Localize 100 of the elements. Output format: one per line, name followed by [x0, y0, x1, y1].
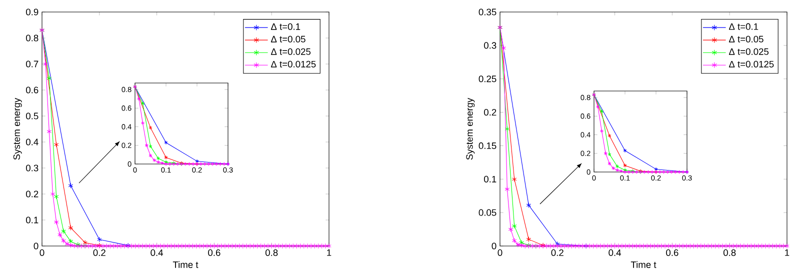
y-tick-label: 0.3: [484, 42, 496, 49]
y-tick-label: 0.4: [26, 138, 38, 146]
y-tick-label: 0.35: [478, 8, 496, 16]
point: [144, 143, 148, 148]
legend-label: Δ t=0.05: [270, 36, 306, 42]
point: [681, 170, 685, 174]
y-tick-label: 0.9: [26, 8, 38, 16]
point: [608, 152, 612, 156]
x-tick-label: 0.6: [666, 249, 678, 256]
y-tick-label: 0.2: [26, 190, 38, 198]
point: [140, 101, 145, 106]
legend-label: Δ t=0.05: [728, 36, 764, 42]
point: [612, 166, 616, 170]
point: [650, 170, 654, 174]
point: [526, 236, 532, 242]
x-tick-label: 0: [40, 249, 44, 256]
point: [512, 223, 517, 229]
x-tick-label: 0: [498, 249, 502, 256]
point: [615, 168, 620, 172]
point: [504, 126, 510, 132]
y-tick-label: 0.05: [478, 209, 496, 216]
point: [623, 163, 627, 168]
x-tick-label: 0.8: [723, 249, 736, 256]
y-axis-title: System energy: [466, 98, 475, 160]
point: [184, 162, 188, 166]
x-tick-label: 0.2: [93, 249, 106, 256]
point: [670, 170, 674, 174]
point: [627, 170, 631, 174]
point: [187, 162, 192, 166]
y-tick-label: 0: [34, 242, 38, 250]
x-tick-label: 0.8: [265, 249, 278, 256]
point: [191, 162, 195, 166]
point: [202, 162, 207, 166]
point: [199, 162, 203, 166]
point: [148, 126, 152, 130]
y-tick-label: 0.5: [26, 112, 38, 120]
point: [152, 158, 156, 162]
point: [526, 202, 532, 208]
y-tick-label: 0.15: [478, 142, 496, 150]
point: [164, 140, 168, 145]
x-tick-label: 1: [327, 249, 332, 256]
point: [176, 162, 180, 166]
point: [658, 170, 662, 174]
point: [634, 170, 638, 174]
point: [97, 236, 102, 242]
point: [168, 162, 172, 166]
point: [68, 225, 74, 230]
point: [82, 240, 88, 246]
y-tick-label: 0.8: [26, 34, 38, 42]
point: [646, 170, 650, 174]
point: [666, 170, 670, 174]
legend-label: Δ t=0.025: [270, 48, 311, 55]
x-axis-title: Time t: [172, 261, 198, 268]
point: [160, 161, 164, 166]
point: [164, 155, 168, 160]
legend-label: Δ t=0.1: [728, 23, 758, 30]
point: [596, 104, 600, 109]
x-tick-label: 0.6: [208, 249, 220, 256]
line-series: [592, 92, 689, 174]
point: [68, 183, 74, 188]
legend-label: Δ t=0.0125: [270, 60, 316, 68]
point: [642, 170, 646, 174]
point: [195, 159, 199, 164]
point: [654, 167, 658, 172]
point: [677, 170, 682, 174]
point: [148, 154, 152, 158]
y-tick-label: 0.7: [26, 60, 38, 68]
point: [137, 96, 141, 101]
x-tick-label: 1: [785, 249, 790, 256]
x-tick-label: 0.2: [551, 249, 564, 256]
x-tick-label: 0.4: [150, 249, 164, 256]
point: [600, 129, 604, 134]
point: [156, 160, 160, 164]
x-tick-label: 0.4: [608, 249, 622, 256]
x-axis-title: Time t: [630, 261, 656, 268]
y-tick-label: 0.25: [478, 76, 496, 82]
point: [600, 109, 604, 114]
point: [148, 144, 152, 148]
point: [206, 162, 210, 166]
point: [619, 169, 623, 174]
point: [519, 240, 524, 246]
point: [512, 176, 517, 182]
point: [604, 151, 608, 156]
y-tick-label: 0.2: [484, 109, 496, 116]
line-series: [133, 84, 230, 166]
point: [608, 134, 612, 138]
legend-label: Δ t=0.025: [728, 48, 769, 55]
y-tick-label: 0.1: [26, 216, 38, 224]
point: [46, 76, 52, 81]
y-tick-label: 0.6: [26, 86, 38, 94]
y-axis-title: System energy: [13, 98, 22, 160]
point: [674, 170, 678, 174]
point: [210, 162, 214, 166]
point: [214, 162, 218, 166]
point: [54, 142, 59, 148]
legend-label: Δ t=0.0125: [728, 60, 774, 68]
point: [140, 121, 145, 126]
point: [218, 162, 222, 166]
point: [54, 194, 59, 200]
point: [222, 162, 226, 166]
